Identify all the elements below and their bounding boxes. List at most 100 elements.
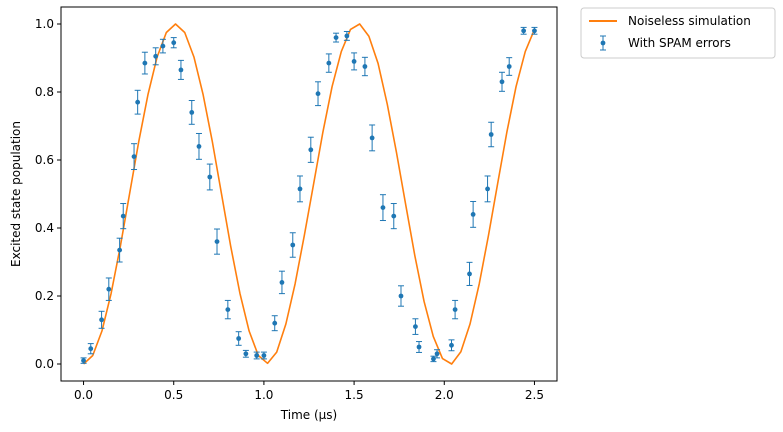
errorbar-point — [260, 351, 267, 360]
errorbar-point — [141, 51, 148, 75]
y-axis: 0.0 0.2 0.4 0.6 0.8 1.0 — [35, 17, 61, 371]
data-point — [351, 59, 357, 64]
data-point — [261, 353, 267, 358]
series-line-noiseless-simulation — [83, 23, 536, 365]
data-point — [485, 186, 490, 192]
errorbar-point — [120, 203, 127, 230]
errorbar-point — [520, 26, 527, 35]
data-point — [521, 28, 527, 34]
series-layer — [80, 23, 538, 365]
errorbar-point — [531, 26, 538, 35]
x-axis: 0.0 0.5 1.0 1.5 2.0 2.5 — [74, 381, 544, 402]
errorbar-point — [351, 52, 358, 71]
x-axis-label: Time (μs) — [280, 408, 337, 422]
errorbar-point — [271, 315, 278, 332]
data-point — [344, 33, 350, 39]
data-point — [431, 356, 436, 362]
errorbar-point — [466, 261, 473, 286]
errorbar-point — [170, 37, 177, 49]
x-tick-label: 0.5 — [164, 388, 183, 402]
errorbar-point — [105, 277, 112, 301]
x-tick-label: 1.5 — [345, 388, 364, 402]
legend: Noiseless simulation With SPAM errors — [580, 7, 776, 59]
errorbar-point — [116, 237, 123, 263]
data-point — [106, 286, 112, 292]
data-point — [279, 280, 285, 285]
data-point — [413, 324, 418, 329]
errorbar-point — [195, 132, 202, 160]
data-point — [398, 293, 404, 299]
x-tick-label: 0.0 — [74, 388, 93, 402]
data-point — [196, 144, 202, 149]
errorbar-point — [333, 32, 340, 43]
data-point — [243, 351, 249, 357]
data-point — [81, 358, 86, 363]
errorbar-point — [214, 228, 221, 255]
data-point — [416, 344, 422, 350]
errorbar-point — [488, 121, 495, 148]
data-point — [171, 40, 177, 46]
data-point — [467, 271, 472, 277]
errorbar-point — [361, 56, 368, 77]
y-tick-label: 0.8 — [35, 85, 54, 99]
data-point — [131, 154, 137, 160]
data-point — [434, 351, 440, 357]
data-point — [326, 60, 332, 66]
errorbar-point — [343, 30, 350, 41]
errorbar-point — [289, 232, 296, 258]
errorbar-point — [448, 339, 455, 352]
data-point — [178, 67, 184, 73]
legend-errorbar-swatch — [600, 35, 606, 51]
data-point — [214, 239, 220, 245]
data-point — [160, 43, 166, 49]
legend-label-noiseless: Noiseless simulation — [628, 14, 751, 28]
data-point — [470, 212, 476, 217]
y-axis-label: Excited state population — [9, 121, 23, 267]
errorbar-point — [278, 270, 285, 295]
data-point — [452, 307, 458, 312]
legend-frame — [580, 7, 776, 59]
errorbar-point — [325, 53, 332, 73]
data-point — [297, 186, 303, 192]
data-point — [99, 317, 104, 323]
errorbar-point — [152, 47, 159, 66]
errorbar-point — [80, 357, 87, 364]
y-tick-label: 0.2 — [35, 289, 54, 303]
data-point — [117, 247, 123, 253]
data-point — [189, 110, 195, 115]
data-point — [499, 79, 505, 85]
errorbar-point — [412, 318, 419, 335]
data-point — [488, 132, 494, 137]
errorbar-point — [452, 299, 459, 320]
data-point — [369, 135, 375, 141]
errorbar-point — [206, 163, 213, 191]
x-tick-label: 2.0 — [435, 388, 454, 402]
y-tick-label: 0.6 — [35, 153, 54, 167]
errorbar-point — [296, 175, 303, 203]
data-point — [236, 336, 242, 341]
errorbar-point — [434, 349, 441, 359]
errorbar-point — [390, 203, 397, 230]
data-point — [272, 320, 278, 326]
errorbar-point — [131, 143, 138, 171]
data-point — [362, 64, 368, 69]
data-point — [142, 60, 148, 66]
data-point — [88, 346, 94, 352]
data-point — [225, 307, 231, 312]
errorbar-point — [498, 71, 505, 92]
errorbar-point — [397, 285, 404, 307]
data-point — [380, 205, 386, 211]
errorbar-point — [177, 59, 184, 80]
axes-frame — [60, 6, 558, 382]
data-point — [391, 213, 397, 219]
errorbar-point — [253, 351, 260, 360]
errorbar-point — [315, 81, 322, 107]
data-point — [308, 147, 314, 153]
errorbar-point — [224, 299, 231, 320]
errorbar-point — [470, 200, 477, 228]
data-point — [120, 213, 126, 219]
errorbar-point — [379, 194, 386, 222]
data-point — [315, 91, 321, 97]
errorbar-point — [484, 175, 491, 203]
